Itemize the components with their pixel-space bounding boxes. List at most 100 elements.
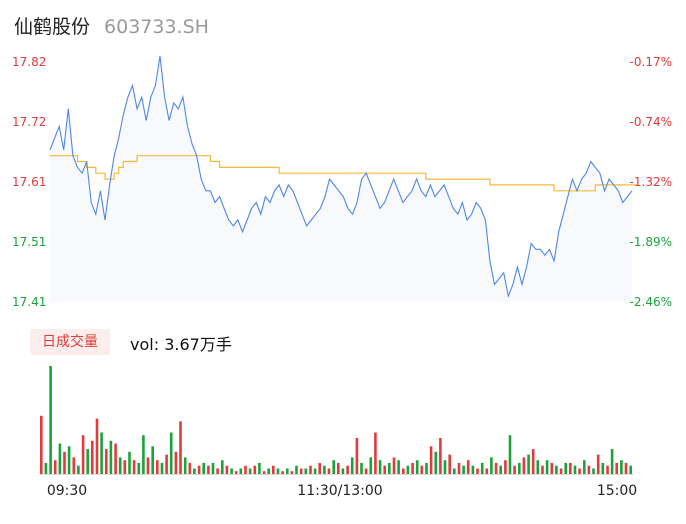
- volume-bar: [109, 440, 113, 474]
- volume-bar: [355, 438, 359, 474]
- volume-bar: [318, 462, 321, 474]
- volume-bar: [601, 462, 605, 474]
- volume-readout: vol: 3.67万手: [130, 331, 232, 355]
- volume-bar: [286, 468, 289, 474]
- volume-bar: [304, 468, 308, 474]
- volume-bar: [480, 462, 484, 474]
- volume-bar: [531, 449, 535, 474]
- volume-bar: [169, 432, 173, 474]
- volume-bar: [118, 457, 122, 474]
- y-tick-right: -0.74%: [630, 115, 672, 129]
- volume-bar: [313, 468, 317, 474]
- volume-bar: [239, 468, 243, 474]
- volume-bar: [388, 462, 391, 474]
- volume-bar: [40, 415, 43, 474]
- volume-bar: [457, 462, 461, 474]
- volume-bar: [462, 465, 465, 474]
- volume-bar: [81, 435, 85, 474]
- volume-bar: [105, 449, 108, 474]
- volume-bar: [559, 468, 563, 474]
- volume-bar: [360, 462, 363, 474]
- volume-bar: [253, 465, 257, 474]
- volume-value: 3.67万手: [164, 335, 232, 354]
- volume-bar: [513, 465, 516, 474]
- y-tick-left: 17.51: [12, 235, 46, 249]
- volume-bar: [573, 465, 577, 474]
- volume-bar: [369, 457, 373, 474]
- x-tick: 15:00: [597, 483, 637, 499]
- volume-bar: [476, 468, 479, 474]
- volume-bar: [508, 435, 512, 474]
- volume-bar: [281, 471, 284, 474]
- y-tick-right: -1.32%: [630, 175, 672, 189]
- volume-bar: [295, 465, 298, 474]
- volume-label: vol:: [130, 335, 160, 354]
- volume-bar: [197, 465, 201, 474]
- volume-bar: [248, 468, 252, 474]
- x-tick: 09:30: [47, 483, 87, 499]
- volume-bar: [67, 446, 71, 474]
- volume-bar: [550, 462, 554, 474]
- volume-bar: [583, 460, 586, 474]
- volume-bar: [610, 449, 614, 474]
- volume-bar: [244, 465, 247, 474]
- volume-bar: [346, 465, 349, 474]
- volume-bar: [341, 468, 345, 474]
- y-tick-right: -0.17%: [630, 55, 672, 69]
- volume-bar: [494, 462, 498, 474]
- volume-bar: [207, 465, 210, 474]
- volume-bar: [596, 454, 600, 474]
- volume-bar: [453, 468, 456, 474]
- volume-bar: [95, 418, 99, 474]
- volume-bar: [350, 457, 354, 474]
- volume-bar: [425, 462, 428, 474]
- y-tick-left: 17.72: [12, 115, 46, 129]
- volume-bar: [415, 460, 419, 474]
- y-tick-left: 17.82: [12, 55, 46, 69]
- volume-bar: [569, 462, 572, 474]
- volume-bar: [323, 465, 326, 474]
- volume-bar: [299, 468, 303, 474]
- volume-bar: [615, 462, 618, 474]
- volume-bar: [541, 465, 544, 474]
- volume-bar: [91, 440, 94, 474]
- volume-bar: [374, 432, 377, 474]
- volume-bar: [536, 460, 540, 474]
- volume-bar: [364, 468, 368, 474]
- volume-bar: [165, 454, 168, 474]
- volume-bar: [471, 465, 475, 474]
- volume-bar: [49, 366, 52, 474]
- volume-bar: [77, 465, 80, 474]
- volume-bar: [44, 462, 48, 474]
- volume-bar: [86, 449, 89, 474]
- average-price-line: [50, 155, 637, 192]
- volume-bar: [555, 465, 558, 474]
- volume-bar: [518, 462, 521, 474]
- volume-bar: [151, 446, 154, 474]
- volume-bar: [620, 460, 623, 474]
- volume-bar: [202, 462, 205, 474]
- volume-bar: [332, 460, 335, 474]
- volume-bar: [137, 462, 141, 474]
- volume-bar: [466, 460, 470, 474]
- volume-bar: [392, 457, 396, 474]
- volume-bar: [439, 438, 442, 474]
- volume-bar: [146, 457, 150, 474]
- volume-bar: [216, 468, 219, 474]
- volume-bar: [183, 457, 187, 474]
- volume-bar: [587, 465, 591, 474]
- volume-bar: [72, 457, 76, 474]
- price-line: [49, 56, 633, 299]
- volume-bar: [485, 468, 489, 474]
- volume-bar: [142, 435, 145, 474]
- y-tick-left: 17.41: [12, 295, 46, 309]
- volume-bar: [337, 462, 340, 474]
- volume-bar: [504, 460, 507, 474]
- volume-bar: [63, 451, 66, 474]
- y-tick-left: 17.61: [12, 175, 46, 189]
- volume-bar: [221, 460, 224, 474]
- volume-bar: [624, 462, 628, 474]
- volume-bar: [132, 460, 136, 474]
- volume-bar: [327, 468, 331, 474]
